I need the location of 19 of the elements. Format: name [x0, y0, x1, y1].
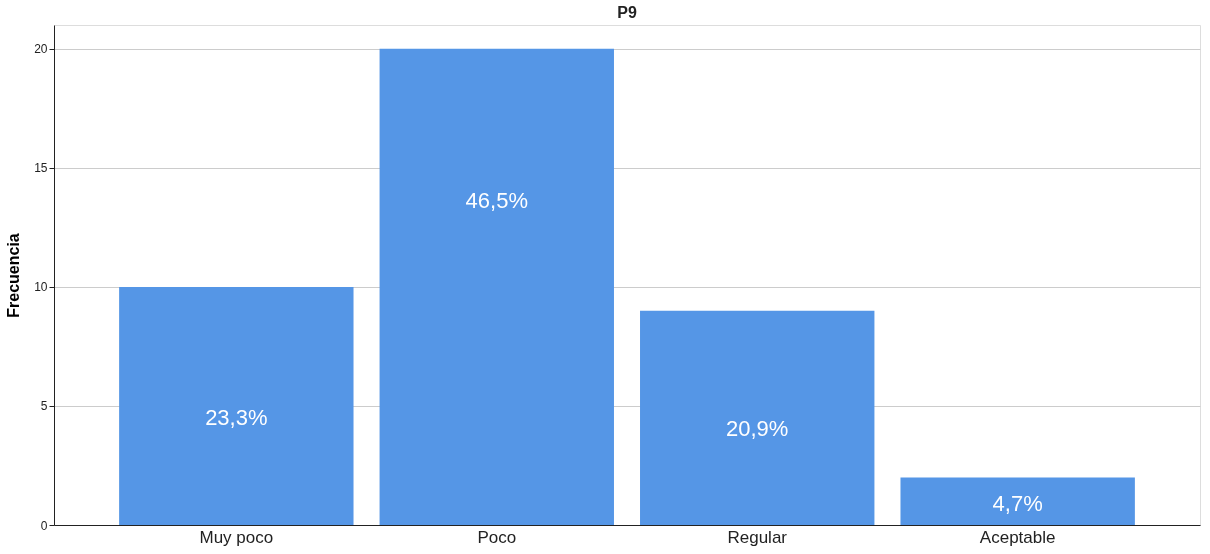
bar	[379, 48, 614, 525]
bar	[900, 477, 1135, 525]
chart-title: P9	[617, 4, 637, 21]
y-tick-label: 0	[40, 518, 48, 533]
bar	[640, 310, 875, 525]
y-tick-label: 15	[34, 161, 48, 176]
y-tick-label: 20	[34, 42, 48, 57]
x-tick-label: Regular	[727, 527, 788, 547]
x-tick-label: Poco	[477, 527, 517, 547]
y-tick-label: 10	[34, 280, 48, 295]
annotation: 20,9%	[726, 415, 789, 441]
annotation: 23,3%	[205, 404, 268, 430]
annotation: 4,7%	[992, 490, 1043, 516]
x-tick-label: Aceptable	[979, 527, 1056, 547]
bar	[119, 286, 354, 525]
y-axis-title: Frecuencia	[5, 233, 23, 318]
x-tick-label: Muy poco	[199, 527, 274, 547]
y-tick-label: 5	[40, 399, 48, 414]
annotation: 46,5%	[465, 188, 528, 214]
